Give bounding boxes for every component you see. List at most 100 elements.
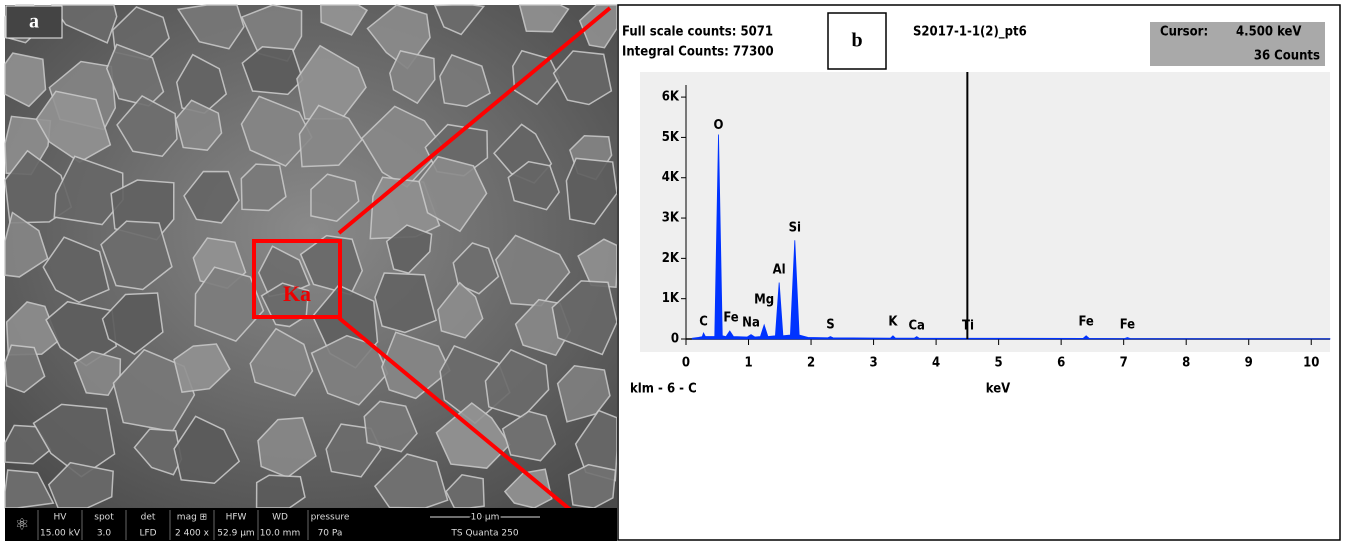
y-tick-label: 0 — [671, 332, 679, 347]
grain — [374, 272, 438, 334]
grain — [437, 281, 484, 339]
x-tick-label: 2 — [807, 356, 815, 371]
cursor-counts: 36 Counts — [1254, 49, 1320, 64]
x-tick-label: 7 — [1120, 356, 1128, 371]
x-tick-label: 3 — [870, 356, 878, 371]
grain — [310, 173, 360, 223]
x-axis-label: keV — [986, 382, 1010, 397]
zoom-line — [337, 316, 610, 543]
grain — [100, 220, 173, 291]
info-header: spot — [94, 513, 114, 523]
grain — [452, 242, 500, 295]
grain — [418, 155, 488, 233]
grain — [507, 160, 560, 211]
grain — [4, 211, 49, 278]
peak-label: Na — [742, 315, 760, 330]
chart-title: S2017-1-1(2)_pt6 — [913, 25, 1027, 40]
grain — [5, 301, 60, 356]
x-tick-label: 0 — [682, 356, 690, 371]
plot-background — [640, 72, 1330, 352]
info-header: WD — [272, 513, 288, 523]
grain — [435, 402, 511, 469]
grain — [173, 343, 231, 393]
grain — [518, 4, 570, 33]
grain — [176, 4, 245, 50]
grain — [173, 415, 241, 485]
peak-label: C — [699, 315, 708, 330]
peak-label: Fe — [1120, 317, 1135, 332]
x-tick-label: 5 — [995, 356, 1003, 371]
y-tick-label: 3K — [662, 211, 680, 226]
info-bar — [5, 508, 617, 541]
grain — [101, 292, 164, 356]
cursor-value: 4.500 keV — [1236, 25, 1301, 40]
peak-label: Ti — [962, 319, 974, 334]
grain — [42, 236, 110, 304]
grain — [53, 155, 124, 226]
info-value: 2 400 x — [175, 529, 210, 539]
grain — [241, 45, 304, 96]
grain — [565, 157, 618, 225]
x-tick-label: 4 — [932, 356, 940, 371]
info-value: 3.0 — [97, 529, 112, 539]
full-scale: Full scale counts: 5071 — [622, 25, 773, 40]
peak-label: Al — [773, 263, 786, 278]
grain — [363, 400, 418, 453]
cursor-label: Cursor: — [1160, 25, 1208, 40]
grain — [310, 334, 389, 406]
grain — [439, 53, 491, 108]
zoom-line — [337, 6, 612, 235]
info-header: mag ⊞ — [177, 513, 207, 523]
footer-label: klm - 6 - C — [630, 382, 697, 397]
grain — [133, 428, 183, 476]
info-header: det — [141, 513, 156, 523]
grain — [385, 224, 433, 274]
x-tick-label: 10 — [1303, 356, 1319, 371]
grain — [194, 266, 265, 342]
peak-label: Si — [789, 221, 801, 236]
x-tick-label: 8 — [1182, 356, 1190, 371]
x-tick-label: 6 — [1057, 356, 1065, 371]
y-tick-label: 4K — [662, 170, 680, 185]
grain — [255, 474, 306, 509]
spectrum — [691, 134, 1331, 340]
grain — [298, 104, 363, 168]
zoom-box — [252, 239, 342, 319]
info-header: HV — [54, 513, 68, 523]
integral: Integral Counts: 77300 — [622, 45, 774, 60]
box-label: Ka — [283, 281, 311, 306]
grain — [381, 331, 451, 400]
grain — [320, 4, 368, 36]
grain — [433, 4, 486, 36]
grain — [183, 170, 240, 224]
panel-label: a — [29, 11, 39, 33]
label-box — [827, 12, 887, 70]
sem-panel: a Ka ⚛ HV 15.00 kV spot 3.0 det LFD mag ⊞ 2 400 … — [4, 4, 618, 543]
info-value: 15.00 kV — [40, 529, 81, 539]
grain — [552, 50, 613, 106]
peak-label: Fe — [723, 311, 738, 326]
peak-label: Mg — [754, 292, 774, 307]
grain — [240, 163, 287, 212]
peak-label: S — [826, 317, 834, 332]
y-tick-label: 2K — [662, 251, 680, 266]
peak-label: K — [888, 315, 898, 330]
grain — [116, 94, 178, 158]
spectrum-panel: b Full scale counts: 5071 Integral Count… — [617, 4, 1341, 541]
info-value: 10.0 mm — [260, 529, 300, 539]
y-tick-label: 6K — [662, 90, 680, 105]
grain — [551, 280, 618, 356]
logo: ⚛ — [15, 515, 29, 534]
peak-label: Fe — [1078, 315, 1093, 330]
grain — [578, 4, 618, 49]
info-value: 70 Pa — [318, 529, 343, 539]
x-tick-label: 9 — [1245, 356, 1253, 371]
grain — [249, 327, 314, 397]
peak-label: O — [714, 118, 724, 133]
grain — [577, 238, 618, 289]
info-value: 52.9 µm — [217, 529, 254, 539]
instrument: TS Quanta 250 — [450, 529, 518, 539]
peak-label: Ca — [908, 319, 924, 334]
grain — [4, 52, 47, 108]
grain — [174, 99, 223, 151]
